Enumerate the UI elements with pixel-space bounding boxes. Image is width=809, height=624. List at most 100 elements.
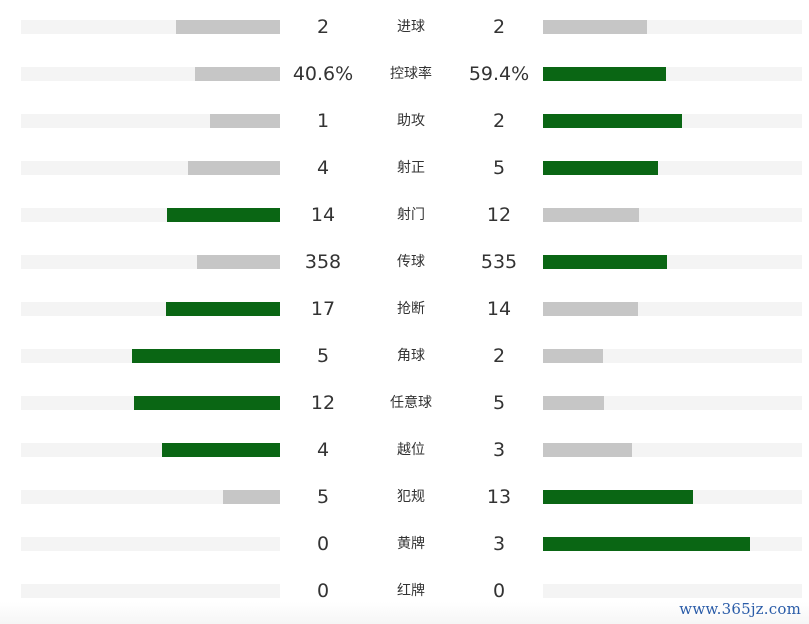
right-value: 535 xyxy=(480,251,518,273)
left-value: 1 xyxy=(316,110,330,132)
right-bar-track xyxy=(543,490,802,504)
stat-name: 控球率 xyxy=(390,66,432,82)
right-bar-fill xyxy=(543,114,682,128)
left-value: 358 xyxy=(304,251,342,273)
stat-name: 射正 xyxy=(397,160,425,176)
right-bar-track xyxy=(543,443,802,457)
stat-name: 犯规 xyxy=(397,489,425,505)
left-value: 4 xyxy=(316,157,330,179)
right-bar-track xyxy=(543,161,802,175)
left-bar-track xyxy=(21,443,280,457)
stat-name: 射门 xyxy=(397,207,425,223)
right-value: 14 xyxy=(486,298,512,320)
stat-row: 4 射正 5 xyxy=(0,153,809,183)
right-bar-fill xyxy=(543,161,658,175)
stat-name: 黄牌 xyxy=(397,536,425,552)
stat-row: 14 射门 12 xyxy=(0,200,809,230)
left-value: 0 xyxy=(316,580,330,602)
left-bar-track xyxy=(21,114,280,128)
stat-row: 0 黄牌 3 xyxy=(0,529,809,559)
right-bar-fill xyxy=(543,302,638,316)
right-bar-fill xyxy=(543,67,666,81)
left-value: 5 xyxy=(316,345,330,367)
left-bar-fill xyxy=(134,396,280,410)
left-bar-fill xyxy=(166,302,280,316)
left-bar-fill xyxy=(132,349,280,363)
stat-row: 2 进球 2 xyxy=(0,12,809,42)
right-value: 2 xyxy=(492,345,506,367)
right-value: 13 xyxy=(486,486,512,508)
stat-row: 0 红牌 0 xyxy=(0,576,809,606)
stat-name: 越位 xyxy=(397,442,425,458)
right-bar-fill xyxy=(543,20,647,34)
right-value: 5 xyxy=(492,392,506,414)
left-bar-track xyxy=(21,255,280,269)
left-bar-fill xyxy=(223,490,280,504)
left-bar-fill xyxy=(176,20,280,34)
left-bar-track xyxy=(21,490,280,504)
stat-row: 12 任意球 5 xyxy=(0,388,809,418)
right-bar-fill xyxy=(543,537,750,551)
bottom-fade xyxy=(0,602,809,624)
right-value: 2 xyxy=(492,16,506,38)
right-bar-track xyxy=(543,20,802,34)
stat-row: 40.6% 控球率 59.4% xyxy=(0,59,809,89)
left-value: 14 xyxy=(310,204,336,226)
site-watermark: www.365jz.com xyxy=(679,600,801,618)
left-bar-fill xyxy=(210,114,280,128)
right-value: 59.4% xyxy=(468,63,530,85)
left-bar-fill xyxy=(197,255,280,269)
stat-name: 助攻 xyxy=(397,113,425,129)
right-bar-track xyxy=(543,302,802,316)
left-value: 4 xyxy=(316,439,330,461)
left-value: 5 xyxy=(316,486,330,508)
left-bar-fill xyxy=(195,67,280,81)
right-bar-track xyxy=(543,349,802,363)
left-bar-track xyxy=(21,302,280,316)
right-bar-track xyxy=(543,255,802,269)
left-bar-track xyxy=(21,20,280,34)
left-value: 12 xyxy=(310,392,336,414)
stat-name: 进球 xyxy=(397,19,425,35)
stat-name: 传球 xyxy=(397,254,425,270)
stat-name: 角球 xyxy=(397,348,425,364)
right-value: 12 xyxy=(486,204,512,226)
right-bar-track xyxy=(543,114,802,128)
right-value: 3 xyxy=(492,533,506,555)
left-value: 2 xyxy=(316,16,330,38)
stat-row: 17 抢断 14 xyxy=(0,294,809,324)
right-bar-track xyxy=(543,396,802,410)
left-bar-track xyxy=(21,584,280,598)
left-value: 0 xyxy=(316,533,330,555)
right-bar-fill xyxy=(543,349,603,363)
right-bar-fill xyxy=(543,490,693,504)
right-value: 5 xyxy=(492,157,506,179)
right-bar-track xyxy=(543,67,802,81)
right-bar-track xyxy=(543,208,802,222)
right-bar-fill xyxy=(543,255,667,269)
left-bar-track xyxy=(21,67,280,81)
stat-row: 5 犯规 13 xyxy=(0,482,809,512)
left-bar-fill xyxy=(162,443,280,457)
stat-name: 红牌 xyxy=(397,583,425,599)
stat-row: 358 传球 535 xyxy=(0,247,809,277)
stat-row: 5 角球 2 xyxy=(0,341,809,371)
left-bar-track xyxy=(21,161,280,175)
left-bar-fill xyxy=(188,161,280,175)
right-value: 2 xyxy=(492,110,506,132)
right-bar-fill xyxy=(543,208,639,222)
right-bar-fill xyxy=(543,396,604,410)
left-bar-track xyxy=(21,537,280,551)
stat-row: 4 越位 3 xyxy=(0,435,809,465)
right-value: 3 xyxy=(492,439,506,461)
left-bar-track xyxy=(21,208,280,222)
right-bar-track xyxy=(543,537,802,551)
left-value: 40.6% xyxy=(292,63,354,85)
left-bar-fill xyxy=(167,208,280,222)
stat-row: 1 助攻 2 xyxy=(0,106,809,136)
right-bar-track xyxy=(543,584,802,598)
right-value: 0 xyxy=(492,580,506,602)
left-value: 17 xyxy=(310,298,336,320)
stat-name: 任意球 xyxy=(390,395,432,411)
